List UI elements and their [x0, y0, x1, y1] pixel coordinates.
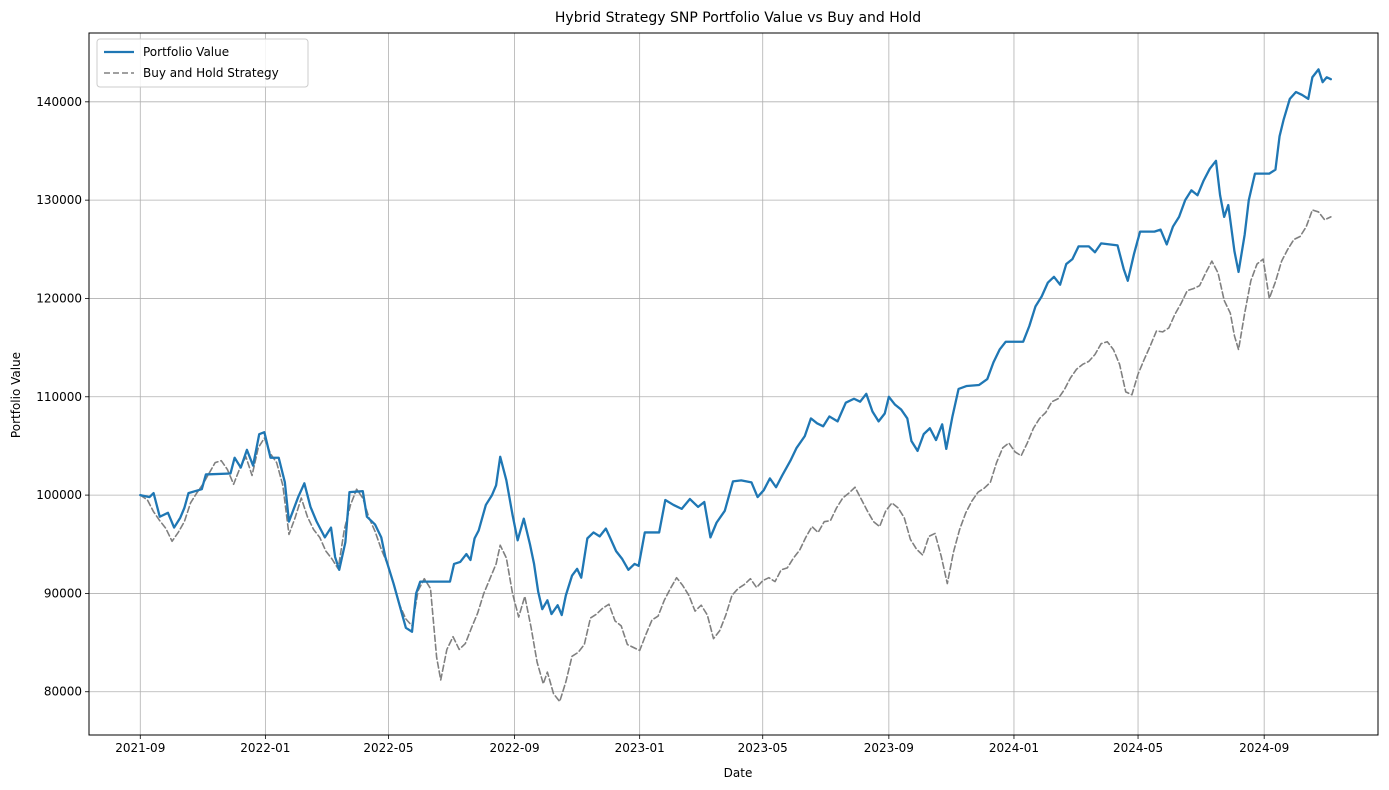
- x-tick-label: 2022-09: [489, 741, 539, 755]
- x-tick-label: 2024-05: [1113, 741, 1163, 755]
- y-tick-label: 80000: [44, 685, 82, 699]
- x-tick-label: 2023-05: [738, 741, 788, 755]
- legend-box: [96, 38, 309, 88]
- y-axis-label: Portfolio Value: [9, 352, 23, 438]
- y-tick-label: 140000: [36, 95, 82, 109]
- y-tick-label: 110000: [36, 390, 82, 404]
- series-layer: [139, 68, 1332, 703]
- x-tick-label: 2022-01: [240, 741, 290, 755]
- y-tick-label: 130000: [36, 193, 82, 207]
- y-tick-label: 90000: [44, 586, 82, 600]
- legend-label: Portfolio Value: [143, 45, 229, 59]
- chart-title: Hybrid Strategy SNP Portfolio Value vs B…: [555, 10, 921, 26]
- x-tick-label: 2021-09: [115, 741, 165, 755]
- y-tick-label: 100000: [36, 488, 82, 502]
- legend-label: Buy and Hold Strategy: [143, 66, 279, 80]
- x-tick-label: 2023-09: [864, 741, 914, 755]
- y-tick-label: 120000: [36, 291, 82, 305]
- series-line-buy-and-hold: [139, 209, 1332, 703]
- x-tick-label: 2023-01: [615, 741, 665, 755]
- x-tick-label: 2024-09: [1239, 741, 1289, 755]
- ticks-layer: 2021-09 2022-01 2022-05 2022-09 2023-01 2023-…: [36, 95, 1289, 755]
- grid-layer: [89, 33, 1378, 735]
- series-line-portfolio-value: [139, 68, 1332, 633]
- legend: Portfolio Value Buy and Hold Strategy: [96, 38, 309, 88]
- x-tick-label: 2024-01: [989, 741, 1039, 755]
- x-tick-label: 2022-05: [363, 741, 413, 755]
- plot-frame: [88, 32, 1379, 736]
- x-axis-label: Date: [724, 766, 753, 780]
